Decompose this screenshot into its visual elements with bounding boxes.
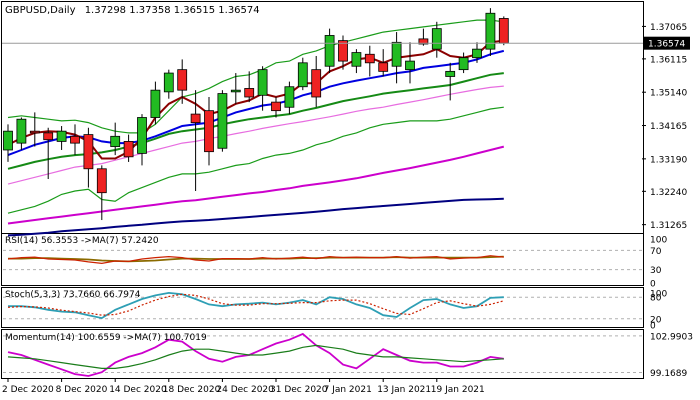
indicator-tick-label: 70	[650, 247, 662, 257]
indicator-tick-label: 100	[650, 290, 667, 300]
candle	[83, 127, 94, 188]
indicator-tick-label: 30	[650, 266, 662, 276]
momentum-indicator: 102.9903 99.1689	[3, 332, 693, 379]
candle	[458, 52, 469, 74]
indicator-tick-label: 0	[650, 280, 656, 290]
last-price-marker: 1.36574	[2, 36, 690, 50]
candle	[43, 127, 54, 180]
price-tick-label: 1.31265	[650, 221, 687, 231]
candle	[123, 134, 134, 162]
candle	[284, 81, 295, 115]
indicator-tick-label: 99.1689	[650, 369, 687, 379]
candle	[70, 124, 80, 156]
stoch-g-line-k_values	[8, 291, 504, 320]
ohlc-header: 1.37298 1.37358 1.36515 1.36574	[85, 5, 260, 16]
rsi-title: RSI(14) 56.3553 ->MA(7) 57.2420	[5, 236, 159, 246]
chart-header: GBPUSD,Daily 1.37298 1.37358 1.36515 1.3…	[5, 5, 260, 16]
overlay-line-0	[7, 19, 504, 134]
rsi-g-line-values	[7, 255, 504, 265]
symbol-label: GBPUSD,Daily	[5, 5, 76, 16]
rsi-panel-frame	[1, 233, 644, 286]
date-tick-label: 24 Dec 2020	[216, 385, 274, 395]
candle	[338, 35, 348, 70]
candle	[472, 42, 482, 63]
date-tick-label: 14 Dec 2020	[109, 385, 167, 395]
candle	[485, 8, 496, 56]
candle	[244, 71, 255, 103]
candle	[29, 112, 40, 147]
candle	[378, 49, 389, 77]
date-tick-label: 31 Dec 2020	[270, 385, 328, 395]
price-tick-label: 1.35140	[650, 89, 687, 99]
price-tick-label: 1.37065	[650, 23, 687, 33]
stoch-panel-frame	[1, 287, 644, 328]
candle	[3, 124, 13, 162]
date-tick-label: 19 Jan 2021	[431, 385, 485, 395]
candle	[431, 21, 442, 58]
candle	[190, 90, 201, 191]
candle	[16, 117, 27, 150]
candle	[230, 73, 241, 104]
candle	[257, 66, 268, 111]
price-tick-label: 1.32240	[650, 188, 687, 198]
candle	[217, 90, 228, 152]
candle	[311, 55, 322, 108]
candlestick-series	[3, 8, 509, 221]
date-tick-label: 2 Dec 2020	[2, 385, 54, 395]
momentum-title: Momentum(14) 100.6559 ->MA(7) 100.7019	[5, 333, 207, 343]
svg-text:GBPUSD,Daily 1.37298 1: GBPUSD,Daily 1.37298 1.37358 1.36515 1.3…	[5, 5, 260, 16]
candle	[177, 59, 188, 104]
candle	[405, 42, 415, 84]
candle	[137, 114, 147, 166]
overlay-line-3	[7, 145, 505, 225]
date-tick-label: 8 Dec 2020	[56, 385, 108, 395]
indicator-tick-label: 20	[650, 315, 662, 325]
mom-g-line-ma_values	[7, 344, 504, 369]
candle	[445, 62, 456, 101]
indicator-tick-label: 100	[650, 236, 667, 246]
candle	[271, 96, 281, 118]
candle	[163, 69, 174, 99]
date-tick-label: 7 Jan 2021	[324, 385, 372, 395]
indicator-tick-label: 80	[650, 294, 662, 304]
candle	[364, 45, 375, 77]
price-tick-label: 1.34165	[650, 122, 687, 132]
stoch-title: Stoch(5,3,3) 73.7660 66.7974	[5, 290, 141, 300]
overlay-line-4	[7, 197, 504, 237]
candle	[498, 16, 509, 46]
candle	[391, 32, 402, 84]
candle	[56, 126, 67, 150]
overlay-line-1	[7, 106, 504, 214]
indicator-tick-label: 0	[650, 322, 656, 332]
stoch-g-line-d_values	[7, 293, 504, 316]
candle	[96, 165, 107, 221]
price-tick-label: 1.36115	[650, 55, 687, 65]
price-axis: 1.37065 1.36115 1.35140 1.34165 1.33190 1.322…	[642, 23, 687, 231]
mom-g-line-values	[7, 332, 504, 377]
date-tick-label: 13 Jan 2021	[377, 385, 431, 395]
last-price-label: 1.36574	[648, 40, 685, 50]
candle	[110, 122, 121, 156]
candle	[150, 81, 161, 125]
candle	[351, 49, 362, 74]
candle	[297, 57, 308, 91]
candle	[204, 96, 214, 166]
price-tick-label: 1.33190	[650, 155, 687, 165]
date-tick-label: 18 Dec 2020	[163, 385, 221, 395]
indicator-tick-label: 102.9903	[650, 332, 693, 342]
momentum-panel-frame	[1, 329, 644, 379]
candle	[324, 28, 335, 74]
